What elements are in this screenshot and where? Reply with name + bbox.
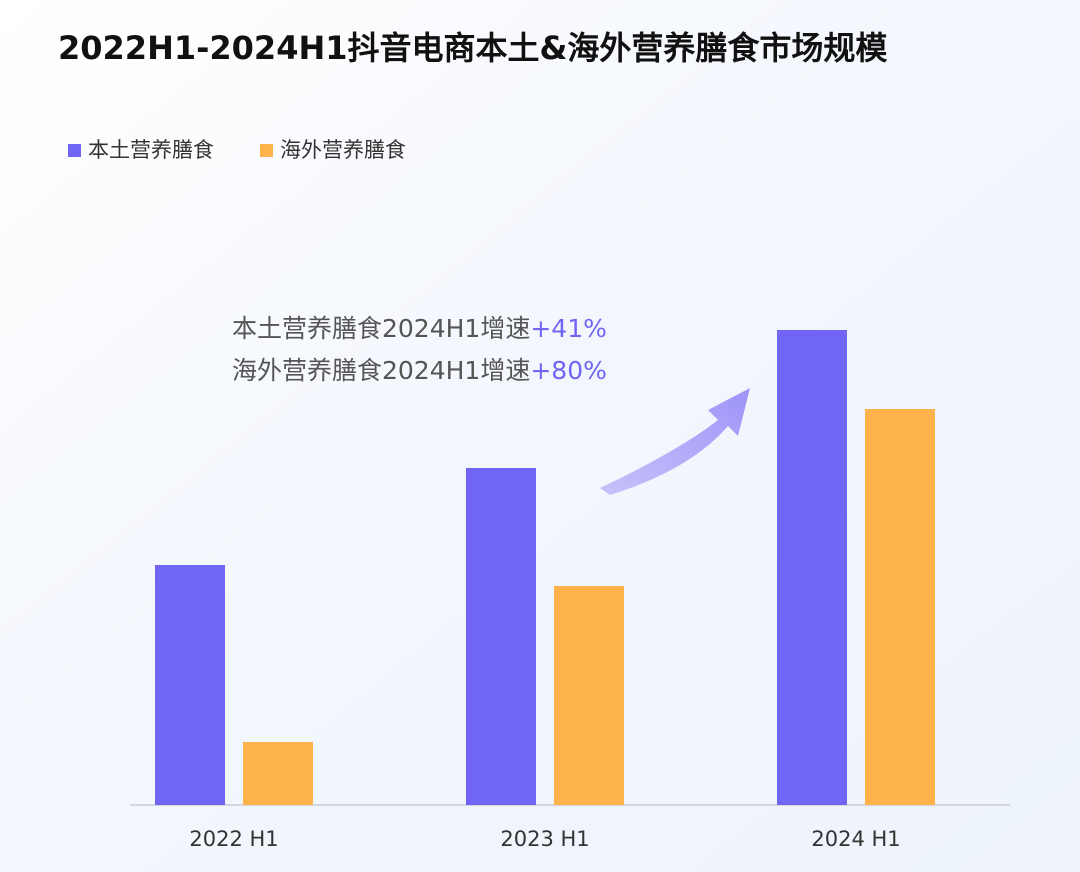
x-tick-label: 2024 H1 bbox=[811, 827, 900, 851]
annotation-text: 本土营养膳食2024H1增速 bbox=[232, 314, 530, 343]
bar bbox=[554, 586, 624, 805]
x-tick-label: 2022 H1 bbox=[189, 827, 278, 851]
arrow bbox=[600, 388, 750, 495]
annotation-highlight: +80% bbox=[530, 356, 607, 385]
bar bbox=[466, 468, 536, 805]
bar bbox=[865, 409, 935, 805]
bar bbox=[777, 330, 847, 805]
annotation: 本土营养膳食2024H1增速+41% bbox=[232, 314, 607, 343]
legend-label: 本土营养膳食 bbox=[88, 138, 214, 162]
annotation: 海外营养膳食2024H1增速+80% bbox=[232, 356, 607, 385]
annotation-text: 海外营养膳食2024H1增速 bbox=[232, 356, 530, 385]
chart-title: 2022H1-2024H1抖音电商本土&海外营养膳食市场规模 bbox=[58, 29, 887, 67]
x-tick-label: 2023 H1 bbox=[500, 827, 589, 851]
bar bbox=[155, 565, 225, 805]
legend-swatch bbox=[68, 144, 81, 157]
legend-swatch bbox=[260, 144, 273, 157]
annotation-highlight: +41% bbox=[530, 314, 607, 343]
legend-label: 海外营养膳食 bbox=[280, 138, 406, 162]
bar bbox=[243, 742, 313, 805]
